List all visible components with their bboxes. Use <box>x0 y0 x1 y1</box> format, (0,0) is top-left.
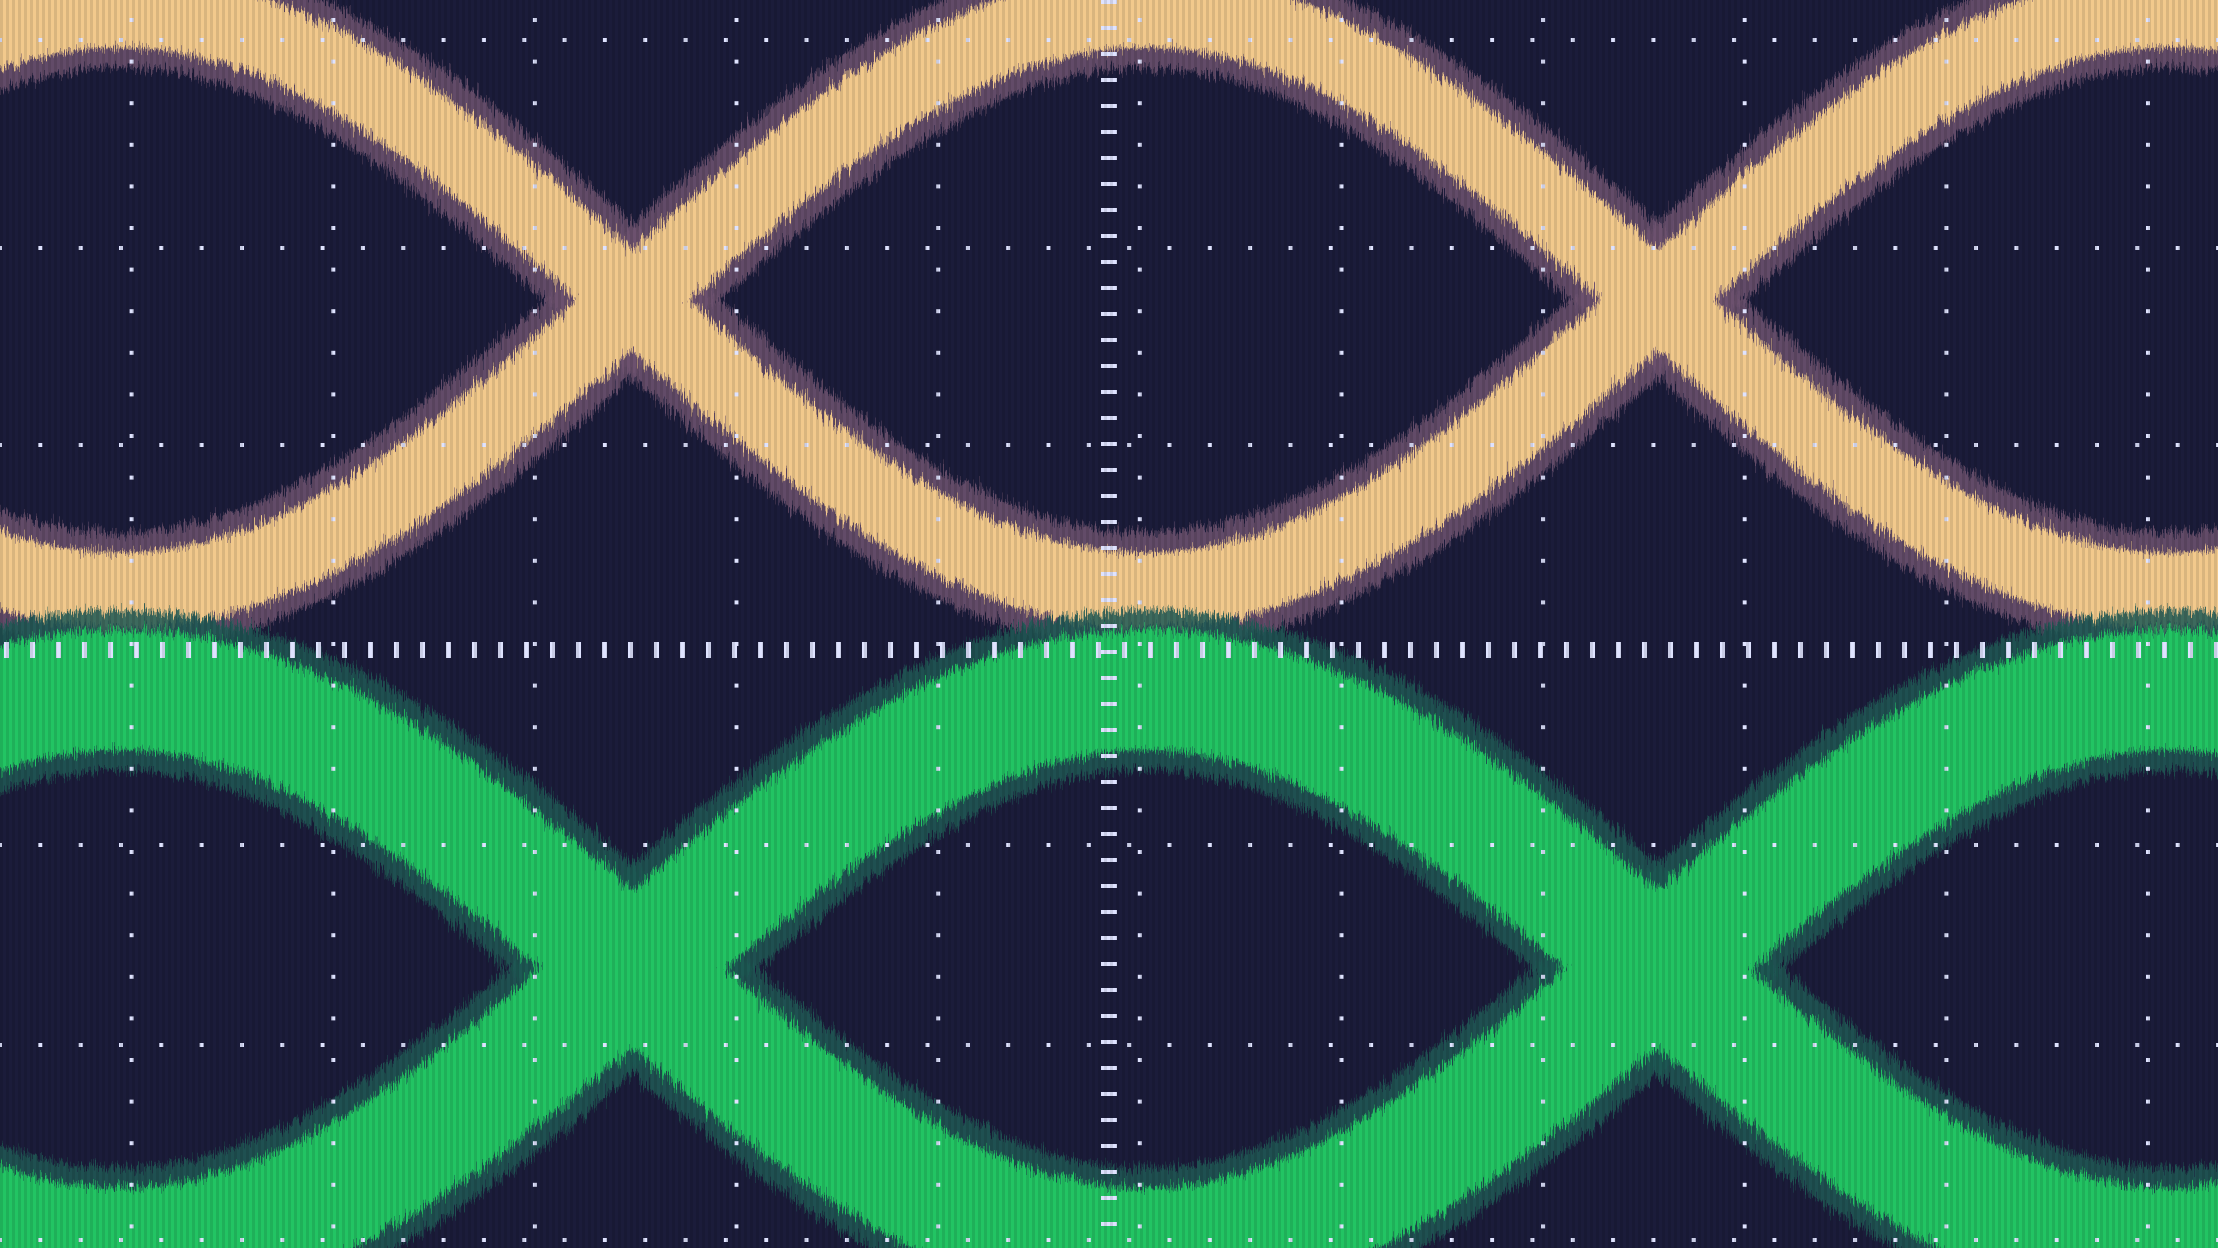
oscilloscope-screen <box>0 0 2218 1248</box>
scanline-overlay <box>0 0 2218 1248</box>
